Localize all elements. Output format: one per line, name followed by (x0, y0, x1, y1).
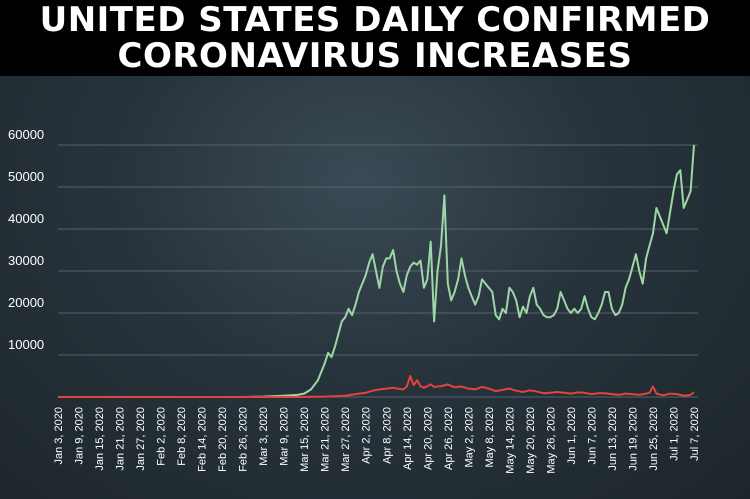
series-line-1 (58, 144, 695, 398)
title-bar: UNITED STATES DAILY CONFIRMED CORONAVIRU… (0, 0, 750, 76)
grid-lines (58, 144, 698, 398)
series-lines (58, 144, 695, 398)
x-tick-label: Feb 14, 2020 (197, 407, 209, 472)
x-tick-label: Jun 1, 2020 (566, 407, 578, 465)
chart-title-line-1: UNITED STATES DAILY CONFIRMED (39, 0, 711, 40)
x-tick-label: Jan 3, 2020 (53, 407, 65, 465)
x-tick-label: Jun 7, 2020 (586, 407, 598, 465)
x-tick-label: May 14, 2020 (504, 407, 516, 474)
x-tick-label: Mar 21, 2020 (320, 407, 332, 472)
x-axis-ticks: Jan 3, 2020 Jan 9, 2020 Jan 15, 2020 Jan 21… (53, 407, 701, 474)
x-tick-label: Feb 2, 2020 (156, 407, 168, 466)
y-tick-label: 10000 (8, 337, 44, 352)
series-line-2 (58, 375, 695, 398)
x-tick-label: Mar 15, 2020 (299, 407, 311, 472)
x-tick-label: Apr 20, 2020 (422, 407, 434, 470)
y-axis-ticks: 10000 20000 30000 40000 50000 60000 (8, 127, 44, 352)
x-tick-label: Jun 25, 2020 (648, 407, 660, 471)
x-tick-label: Jun 19, 2020 (628, 407, 640, 471)
x-tick-label: Mar 3, 2020 (258, 407, 270, 466)
x-tick-label: Jan 21, 2020 (115, 407, 127, 471)
x-tick-label: Apr 8, 2020 (381, 407, 393, 464)
x-tick-label: Apr 2, 2020 (361, 407, 373, 464)
line-chart: 10000 20000 30000 40000 50000 60000 Jan 3, 20… (8, 127, 701, 474)
x-tick-label: May 2, 2020 (463, 407, 475, 468)
x-tick-label: Apr 14, 2020 (402, 407, 414, 470)
x-tick-label: Jan 15, 2020 (94, 407, 106, 471)
x-tick-label: Mar 9, 2020 (279, 407, 291, 466)
x-tick-label: Jul 1, 2020 (669, 407, 681, 461)
y-tick-label: 50000 (8, 169, 44, 184)
x-tick-label: Jan 27, 2020 (135, 407, 147, 471)
x-tick-label: Jul 7, 2020 (689, 407, 701, 461)
x-tick-label: Jun 13, 2020 (607, 407, 619, 471)
x-tick-label: May 8, 2020 (484, 407, 496, 468)
x-tick-label: Feb 8, 2020 (176, 407, 188, 466)
x-tick-label: Mar 27, 2020 (340, 407, 352, 472)
x-tick-label: May 20, 2020 (525, 407, 537, 474)
y-tick-label: 30000 (8, 253, 44, 268)
y-tick-label: 40000 (8, 211, 44, 226)
chart-area: 10000 20000 30000 40000 50000 60000 Jan 3, 20… (0, 76, 750, 499)
x-tick-label: Jan 9, 2020 (74, 407, 86, 465)
y-tick-label: 20000 (8, 295, 44, 310)
x-tick-label: Feb 26, 2020 (238, 407, 250, 472)
x-tick-label: May 26, 2020 (545, 407, 557, 474)
y-tick-label: 60000 (8, 127, 44, 142)
x-tick-label: Feb 20, 2020 (217, 407, 229, 472)
x-tick-label: Apr 26, 2020 (443, 407, 455, 470)
chart-title-line-2: CORONAVIRUS INCREASES (117, 36, 633, 76)
